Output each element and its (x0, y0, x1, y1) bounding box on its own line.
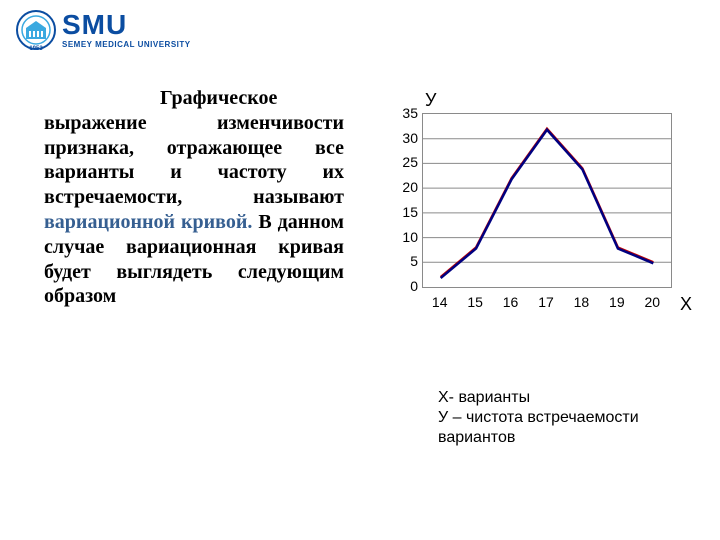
logo-seal: 1953 (16, 10, 56, 50)
x-tick: 20 (644, 294, 660, 310)
para-term: вариационной кривой. (44, 211, 258, 233)
y-tick: 20 (394, 179, 418, 195)
x-tick: 19 (609, 294, 625, 310)
x-axis-label: Х (680, 294, 692, 315)
legend-line-1: Х- варианты (438, 388, 698, 408)
y-tick: 25 (394, 154, 418, 170)
x-tick: 15 (467, 294, 483, 310)
chart-series (441, 129, 654, 278)
body-text: Графическое выражение изменчивости призн… (44, 86, 344, 309)
variation-chart: У Х 05101520253035 14151617181920 (380, 98, 680, 323)
y-tick: 0 (394, 278, 418, 294)
legend-line-2: У – чистота встречаемости вариантов (438, 408, 698, 448)
logo: 1953 SMU SEMEY MEDICAL UNIVERSITY (16, 10, 191, 50)
logo-text: SMU SEMEY MEDICAL UNIVERSITY (62, 11, 191, 49)
logo-year: 1953 (16, 46, 56, 52)
logo-acronym: SMU (62, 11, 191, 39)
x-tick: 14 (432, 294, 448, 310)
y-tick: 5 (394, 253, 418, 269)
chart-legend: Х- варианты У – чистота встречаемости ва… (438, 388, 698, 448)
logo-subtitle: SEMEY MEDICAL UNIVERSITY (62, 41, 191, 49)
y-tick: 10 (394, 229, 418, 245)
x-tick: 17 (538, 294, 554, 310)
chart-svg (423, 114, 671, 287)
para-lead: Графическое выражение изменчивости призн… (44, 87, 344, 208)
slide: 1953 SMU SEMEY MEDICAL UNIVERSITY Графич… (0, 0, 720, 540)
y-axis-label: У (425, 90, 436, 111)
x-tick: 18 (574, 294, 590, 310)
chart-gridlines (423, 139, 671, 263)
chart-plot-area (422, 113, 672, 288)
y-tick: 35 (394, 105, 418, 121)
y-tick: 15 (394, 204, 418, 220)
y-tick: 30 (394, 130, 418, 146)
x-tick: 16 (503, 294, 519, 310)
